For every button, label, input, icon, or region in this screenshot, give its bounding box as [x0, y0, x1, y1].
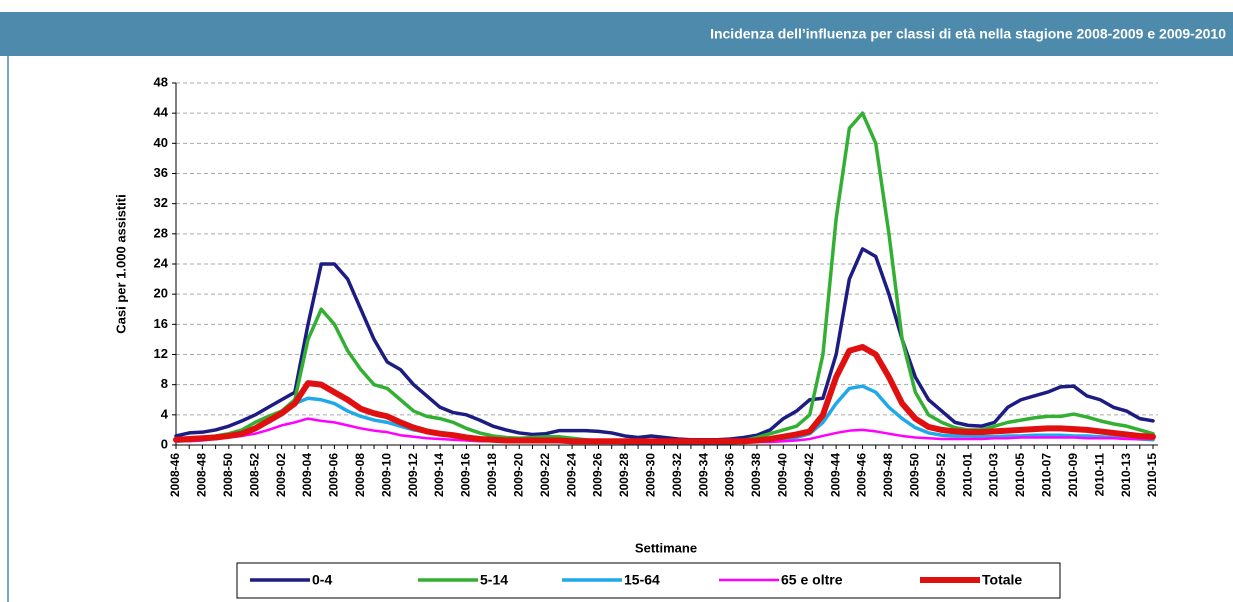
- x-tick-label: 2010-11: [1092, 453, 1106, 497]
- legend-label: 5-14: [480, 572, 508, 588]
- y-tick-label: 12: [154, 346, 168, 361]
- series-line: [174, 247, 1155, 442]
- legend-label: 0-4: [312, 572, 332, 588]
- x-tick-label: 2009-24: [564, 453, 578, 497]
- x-tick-label: 2009-40: [775, 453, 789, 497]
- x-axis-label: Settimane: [635, 540, 697, 555]
- y-axis-label: Casi per 1.000 assistiti: [113, 194, 128, 333]
- x-tick-label: 2009-42: [802, 453, 816, 497]
- y-tick-label: 24: [154, 255, 169, 270]
- series-line: [174, 384, 1155, 445]
- legend-label: 15-64: [624, 572, 660, 588]
- y-tick-label: 20: [154, 286, 168, 301]
- x-tick-label: 2010-03: [987, 453, 1001, 497]
- x-tick-label: 2009-34: [696, 453, 710, 497]
- x-tick-label: 2009-28: [617, 453, 631, 497]
- x-tick-label: 2009-36: [723, 453, 737, 497]
- x-tick-label: 2009-06: [327, 453, 341, 497]
- y-tick-label: 32: [154, 195, 168, 210]
- y-tick-label: 40: [154, 135, 168, 150]
- series-line: [174, 111, 1155, 445]
- y-tick-label: 8: [161, 376, 168, 391]
- x-tick-label: 2009-04: [300, 453, 314, 497]
- x-tick-label: 2010-13: [1119, 453, 1133, 497]
- header-banner: [0, 12, 1233, 56]
- x-tick-label: 2009-48: [881, 453, 895, 497]
- y-tick-label: 48: [154, 74, 168, 89]
- x-tick-label: 2009-38: [749, 453, 763, 497]
- x-tick-label: 2009-52: [934, 453, 948, 497]
- x-tick-label: 2008-46: [168, 453, 182, 497]
- x-tick-label: 2008-52: [247, 453, 261, 497]
- x-tick-label: 2010-15: [1145, 453, 1159, 497]
- chart-title: Incidenza dell’influenza per classi di e…: [710, 26, 1226, 42]
- x-tick-label: 2008-50: [221, 453, 235, 497]
- series-line: [173, 343, 1156, 445]
- x-tick-label: 2010-07: [1040, 453, 1054, 497]
- y-tick-label: 28: [154, 225, 168, 240]
- x-tick-label: 2009-02: [274, 453, 288, 497]
- x-tick-label: 2009-10: [379, 453, 393, 497]
- y-tick-label: 16: [154, 316, 168, 331]
- x-tick-label: 2009-26: [591, 453, 605, 497]
- x-tick-label: 2009-20: [511, 453, 525, 497]
- x-tick-label: 2009-08: [353, 453, 367, 497]
- x-tick-label: 2009-16: [459, 453, 473, 497]
- x-tick-label: 2010-09: [1066, 453, 1080, 497]
- y-tick-label: 44: [154, 105, 169, 120]
- x-tick-label: 2010-01: [960, 453, 974, 497]
- x-tick-label: 2009-50: [908, 453, 922, 497]
- x-tick-label: 2009-22: [538, 453, 552, 497]
- y-tick-label: 36: [154, 165, 168, 180]
- x-tick-label: 2009-30: [643, 453, 657, 497]
- x-tick-label: 2009-14: [432, 453, 446, 497]
- x-tick-label: 2009-46: [855, 453, 869, 497]
- x-tick-label: 2009-12: [406, 453, 420, 497]
- x-tick-label: 2009-18: [485, 453, 499, 497]
- legend-label: Totale: [982, 572, 1022, 588]
- y-tick-label: 0: [161, 436, 168, 451]
- x-tick-label: 2009-44: [828, 453, 842, 497]
- x-tick-label: 2010-05: [1013, 453, 1027, 497]
- x-tick-label: 2008-48: [195, 453, 209, 497]
- legend-label: 65 e oltre: [781, 572, 843, 588]
- y-tick-label: 4: [161, 406, 169, 421]
- x-tick-label: 2009-32: [670, 453, 684, 497]
